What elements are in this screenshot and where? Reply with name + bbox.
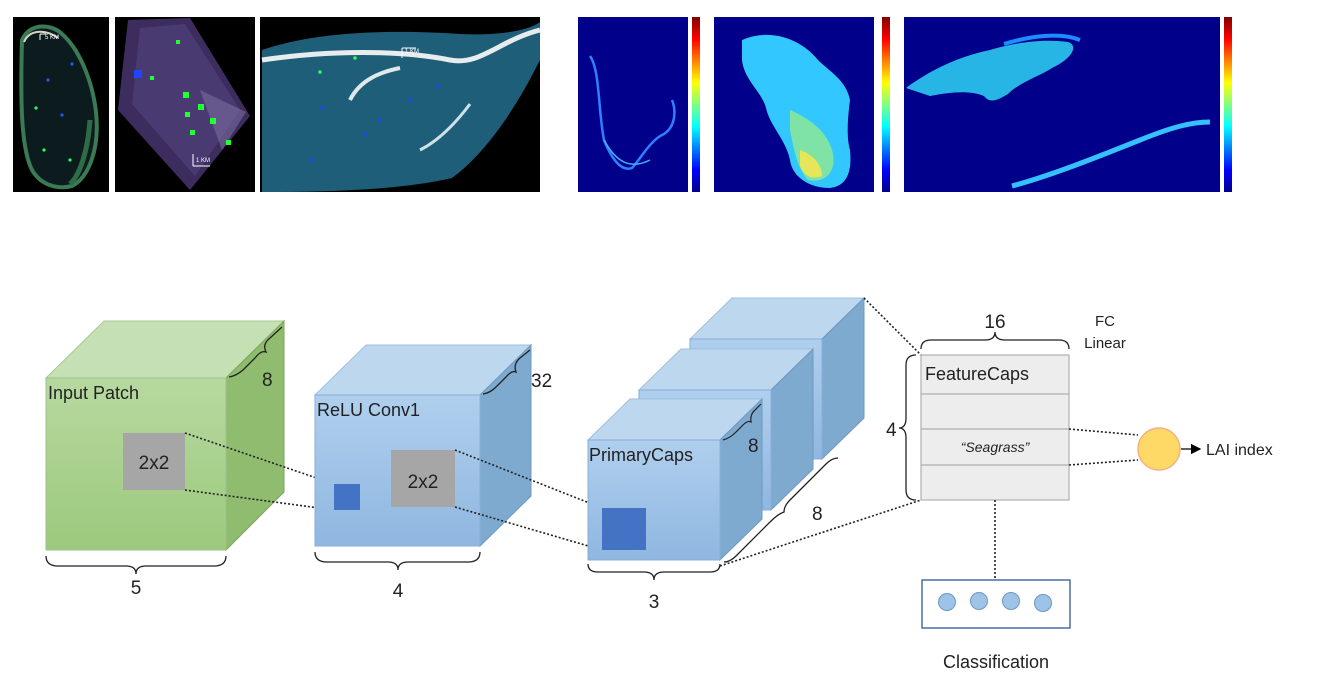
relu-conv1-cube — [313, 343, 533, 548]
map-scale-label: 1 KM — [196, 158, 210, 164]
relu-conv1-label: ReLU Conv1 — [317, 400, 420, 420]
heatmap-2 — [714, 17, 890, 192]
connector-line — [863, 297, 922, 356]
feature-width-label: 16 — [984, 312, 1005, 333]
feature-caps-table — [920, 354, 1070, 501]
heatmap-3 — [904, 17, 1232, 192]
feature-width-brace — [920, 331, 1070, 350]
primary-caps-label: PrimaryCaps — [589, 445, 693, 465]
heatmap-1 — [578, 17, 700, 192]
conv-width-label: 4 — [393, 581, 404, 602]
satellite-map-1: 5 KM — [13, 17, 109, 192]
output-node — [1137, 427, 1181, 471]
primary-caps-cube-front — [586, 397, 764, 562]
input-patch-label: Input Patch — [48, 383, 139, 403]
input-width-label: 5 — [131, 578, 142, 599]
classification-box — [921, 579, 1071, 629]
conv-depth-brace — [482, 349, 531, 395]
connector-line — [184, 489, 335, 511]
input-patch-cube — [44, 319, 286, 552]
connector-line — [719, 499, 922, 567]
output-label: LAI index — [1206, 442, 1273, 459]
connector-line — [1068, 428, 1139, 436]
feature-height-brace — [898, 354, 917, 501]
primary-stack-brace — [723, 457, 839, 563]
classification-label: Classification — [943, 652, 1049, 672]
primary-depth-label: 8 — [748, 436, 759, 457]
input-depth-brace — [228, 326, 283, 378]
feature-caps-class-label: “Seagrass” — [961, 439, 1031, 455]
connector-line — [454, 506, 603, 551]
primary-width-brace — [587, 563, 721, 581]
primary-depth-brace — [722, 403, 762, 441]
input-width-brace — [45, 555, 227, 575]
connector-line — [1068, 459, 1139, 466]
map-scale-label: 5 KM — [45, 35, 59, 41]
primary-width-label: 3 — [649, 592, 660, 613]
conv-depth-label: 32 — [531, 371, 552, 392]
input-kernel-label: 2x2 — [139, 453, 170, 474]
primary-stack-label: 8 — [812, 504, 823, 525]
input-depth-label: 8 — [262, 370, 273, 391]
fc-label: FC — [1095, 313, 1115, 330]
satellite-map-3: 1 KM — [260, 17, 541, 192]
map-scale-label: 1 KM — [405, 49, 419, 55]
conv-kernel-label: 2x2 — [408, 472, 439, 493]
feature-height-label: 4 — [886, 420, 897, 441]
conv-width-brace — [314, 551, 481, 571]
fc-linear-label: Linear — [1084, 335, 1126, 352]
feature-caps-label: FeatureCaps — [925, 364, 1029, 384]
satellite-map-2: 1 KM — [115, 17, 255, 192]
